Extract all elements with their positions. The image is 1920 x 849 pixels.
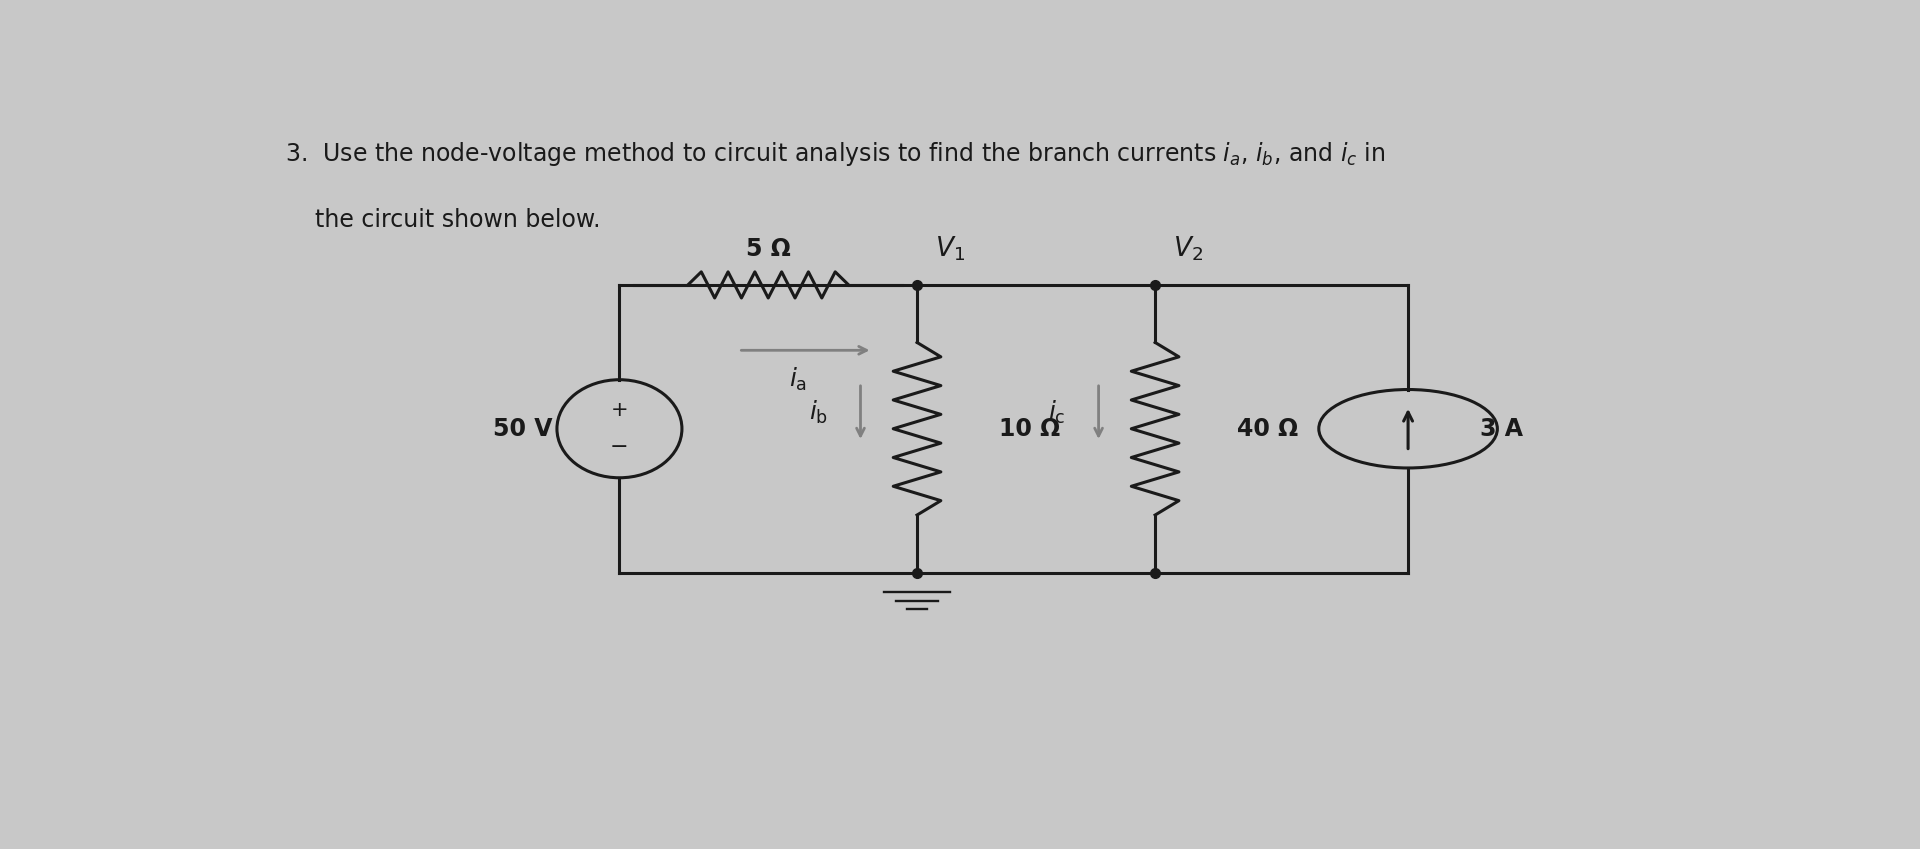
Text: 10 Ω: 10 Ω — [998, 417, 1060, 441]
Text: 40 Ω: 40 Ω — [1236, 417, 1298, 441]
Text: $V_1$: $V_1$ — [935, 234, 966, 263]
Text: 3 A: 3 A — [1480, 417, 1523, 441]
Text: $V_2$: $V_2$ — [1173, 234, 1204, 263]
Text: $i_\mathrm{c}$: $i_\mathrm{c}$ — [1048, 399, 1066, 426]
Text: 3.  Use the node-voltage method to circuit analysis to find the branch currents : 3. Use the node-voltage method to circui… — [284, 140, 1384, 168]
Text: $i_\mathrm{a}$: $i_\mathrm{a}$ — [789, 366, 806, 393]
Text: 5 Ω: 5 Ω — [745, 237, 791, 261]
Text: $i_\mathrm{b}$: $i_\mathrm{b}$ — [810, 399, 828, 426]
Text: +: + — [611, 400, 628, 420]
Text: the circuit shown below.: the circuit shown below. — [284, 207, 601, 232]
Text: −: − — [611, 437, 628, 458]
Text: 50 V: 50 V — [493, 417, 553, 441]
